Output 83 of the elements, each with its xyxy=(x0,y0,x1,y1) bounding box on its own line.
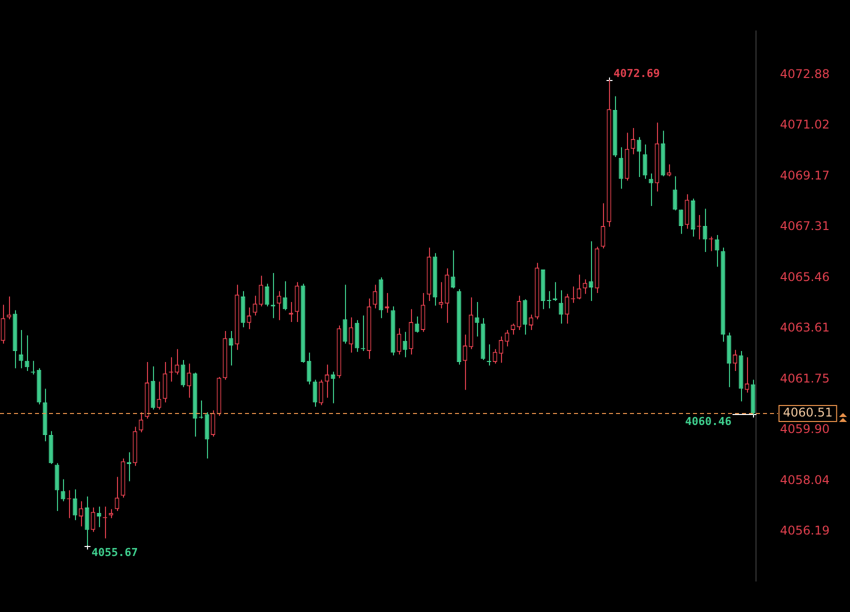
candlestick xyxy=(0,304,6,344)
candlestick xyxy=(228,330,234,366)
candlestick xyxy=(162,361,168,403)
candlestick xyxy=(648,172,654,207)
candlestick xyxy=(6,296,12,320)
candlestick xyxy=(714,234,720,268)
annotation: 4055.67 xyxy=(92,546,138,559)
candlestick xyxy=(702,208,708,252)
candlestick xyxy=(186,363,192,398)
candlestick xyxy=(666,164,672,177)
candlestick xyxy=(108,508,114,519)
candlestick xyxy=(18,329,24,369)
candlestick xyxy=(246,307,252,330)
y-tick-label: 4063.61 xyxy=(780,320,830,334)
y-tick-label: 4059.90 xyxy=(780,422,830,436)
y-tick-label: 4056.19 xyxy=(780,523,830,538)
candlestick xyxy=(438,282,444,309)
candlestick xyxy=(342,284,348,344)
y-tick-label: 4067.31 xyxy=(780,219,830,234)
candlestick xyxy=(618,146,624,190)
candlestick xyxy=(204,412,210,460)
candlestick xyxy=(318,379,324,406)
candlestick xyxy=(402,331,408,358)
candlestick xyxy=(138,412,144,433)
candlestick xyxy=(210,410,216,438)
candlestick xyxy=(24,334,30,372)
candlestick xyxy=(420,292,426,332)
y-tick-label: 4069.17 xyxy=(780,168,830,182)
annotation: 4060.46 xyxy=(685,414,732,428)
candlestick xyxy=(450,250,456,289)
candlestick xyxy=(474,302,480,338)
candlestick xyxy=(306,352,312,385)
candlestick xyxy=(630,128,636,155)
candlestick xyxy=(60,478,66,502)
candlestick xyxy=(324,364,330,398)
candlestick xyxy=(54,462,60,512)
candlestick xyxy=(354,320,360,352)
y-tick-label: 4071.02 xyxy=(780,118,830,132)
candlestick xyxy=(744,356,750,394)
candlestick xyxy=(78,500,84,527)
candlestick xyxy=(672,176,678,211)
candlestick xyxy=(636,136,642,178)
candlestick xyxy=(330,371,336,404)
y-tick-label: 4072.88 xyxy=(780,66,830,81)
candlestick xyxy=(282,280,288,311)
candlestick xyxy=(348,316,354,354)
candlestick xyxy=(576,274,582,300)
candlestick xyxy=(600,202,606,249)
y-tick-label: 4065.46 xyxy=(780,270,830,284)
candlestick xyxy=(276,290,282,321)
candlestick xyxy=(180,360,186,388)
candlestick xyxy=(372,284,378,309)
candlestick xyxy=(174,348,180,376)
candlestick xyxy=(582,278,588,294)
candlestick xyxy=(396,328,402,356)
candlestick xyxy=(558,290,564,324)
annotation: 4072.69 xyxy=(614,66,660,80)
candlestick xyxy=(528,314,534,330)
candlestick xyxy=(588,240,594,302)
candlestick xyxy=(96,506,102,528)
candlestick xyxy=(642,144,648,180)
candlestick xyxy=(252,295,258,316)
candlestick xyxy=(312,379,318,408)
candlestick xyxy=(732,349,738,372)
candlestick xyxy=(90,506,96,532)
candlestick xyxy=(72,488,78,521)
candlestick xyxy=(414,316,420,334)
candlestick xyxy=(564,293,570,324)
candlestick xyxy=(156,381,162,410)
candlestick xyxy=(264,283,270,307)
candlestick xyxy=(522,298,528,336)
candlestick xyxy=(258,275,264,307)
candlestick xyxy=(498,336,504,364)
ref-line-label: 4060.51 xyxy=(783,406,833,420)
candlestick xyxy=(462,334,468,390)
candlestick xyxy=(678,209,684,234)
candlestick xyxy=(114,476,120,512)
y-tick-label: 4061.75 xyxy=(780,371,830,386)
candlestick xyxy=(510,323,516,336)
candlestick xyxy=(684,194,690,230)
y-tick-label: 4058.04 xyxy=(780,472,830,487)
candlestick xyxy=(504,329,510,347)
candlestick xyxy=(492,348,498,364)
